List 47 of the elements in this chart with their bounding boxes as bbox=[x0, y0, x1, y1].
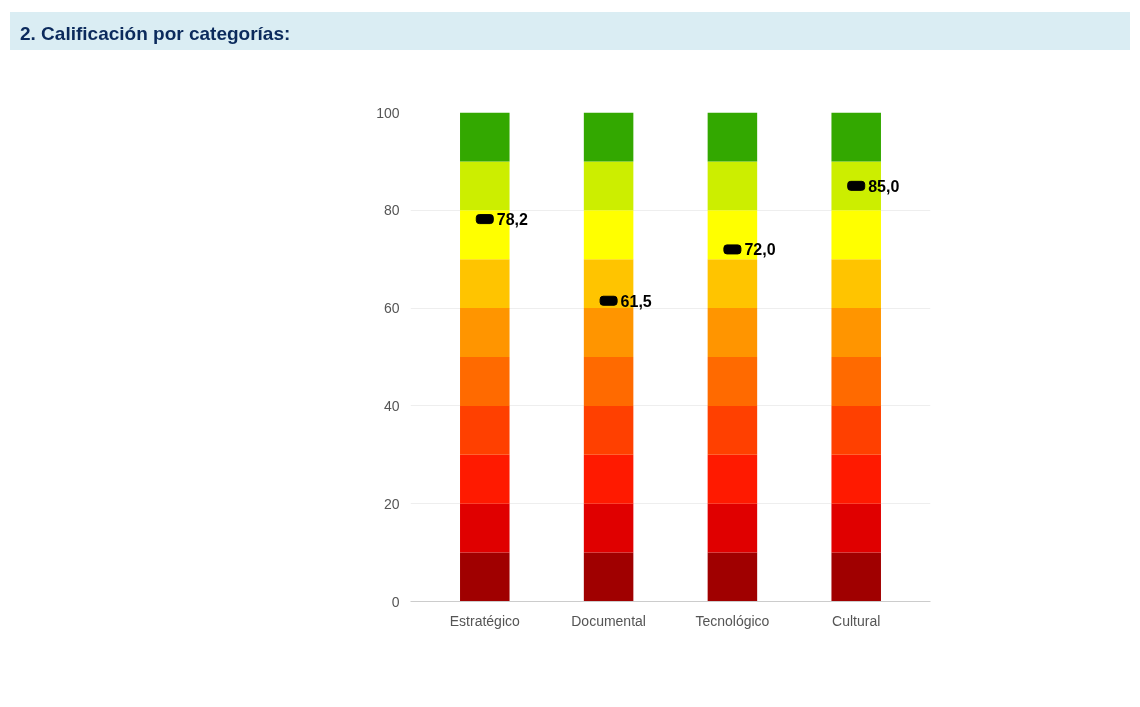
y-tick-label: 40 bbox=[383, 397, 400, 414]
bar bbox=[831, 259, 881, 309]
bar bbox=[831, 405, 881, 455]
bar bbox=[583, 210, 634, 260]
bar bbox=[583, 308, 634, 357]
bar bbox=[583, 161, 634, 211]
bar bbox=[583, 503, 634, 553]
bar bbox=[583, 405, 634, 455]
x-tick-label: Tecnológico bbox=[695, 612, 770, 629]
y-tick-label: 20 bbox=[383, 495, 400, 512]
bar bbox=[831, 308, 881, 357]
y-tick-label: 0 bbox=[391, 593, 400, 610]
y-tick-label: 100 bbox=[376, 104, 400, 121]
bar bbox=[460, 357, 510, 406]
bar bbox=[831, 454, 881, 504]
bar bbox=[831, 112, 881, 162]
bar bbox=[831, 503, 881, 553]
y-tick-label: 80 bbox=[383, 202, 400, 219]
bar bbox=[707, 503, 758, 553]
bar bbox=[460, 405, 510, 455]
bar bbox=[831, 552, 881, 602]
bar bbox=[460, 454, 510, 504]
x-tick-label: Cultural bbox=[832, 612, 881, 629]
text: 2. Calificación por categorías: bbox=[20, 22, 291, 46]
x-tick-label: Estratégico bbox=[449, 612, 521, 629]
bar bbox=[707, 259, 758, 309]
bar bbox=[707, 112, 758, 162]
bar bbox=[707, 161, 758, 211]
bar bbox=[460, 161, 510, 211]
bar bbox=[583, 454, 634, 504]
x-tick-label: Documental bbox=[571, 612, 646, 629]
bar bbox=[707, 552, 758, 602]
bar bbox=[583, 112, 634, 162]
bar bbox=[707, 357, 758, 406]
bar bbox=[583, 552, 634, 602]
bar bbox=[460, 552, 510, 602]
bar bbox=[707, 454, 758, 504]
bar bbox=[460, 112, 510, 162]
bar bbox=[707, 308, 758, 357]
bar bbox=[831, 210, 881, 260]
y-tick-label: 60 bbox=[383, 300, 400, 317]
bar bbox=[460, 259, 510, 309]
bar bbox=[831, 357, 881, 406]
bar bbox=[460, 503, 510, 553]
bar bbox=[707, 405, 758, 455]
bar bbox=[583, 357, 634, 406]
bar bbox=[460, 308, 510, 357]
